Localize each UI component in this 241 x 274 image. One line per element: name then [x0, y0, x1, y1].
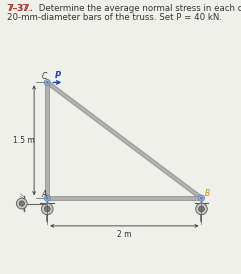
Circle shape	[196, 203, 207, 215]
Circle shape	[44, 79, 50, 85]
Circle shape	[199, 195, 204, 201]
Text: A: A	[42, 190, 47, 199]
Text: C: C	[42, 72, 47, 81]
Circle shape	[199, 206, 204, 212]
Polygon shape	[47, 196, 201, 200]
Circle shape	[41, 203, 53, 215]
Text: P: P	[55, 71, 61, 80]
Text: 7–37.   Determine the average normal stress in each of the: 7–37. Determine the average normal stres…	[7, 4, 241, 13]
Circle shape	[46, 197, 49, 199]
Circle shape	[200, 197, 203, 199]
Text: 20-mm-diameter bars of the truss. Set P = 40 kN.: 20-mm-diameter bars of the truss. Set P …	[7, 13, 222, 22]
Text: B: B	[205, 189, 210, 198]
Circle shape	[46, 81, 49, 84]
Circle shape	[16, 198, 27, 209]
Polygon shape	[45, 82, 49, 198]
Text: 7–37.: 7–37.	[7, 4, 33, 13]
Text: 1.5 m: 1.5 m	[13, 136, 35, 145]
Text: 2 m: 2 m	[117, 230, 132, 239]
Circle shape	[44, 206, 50, 212]
Circle shape	[19, 201, 25, 206]
Circle shape	[44, 195, 50, 201]
Polygon shape	[46, 81, 203, 200]
